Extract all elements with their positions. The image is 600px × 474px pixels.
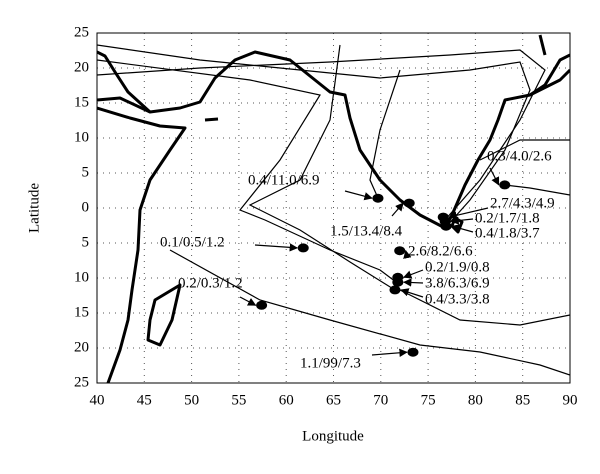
annotation: 0.3/4.0/2.6 <box>487 148 552 164</box>
x-tick-label: 85 <box>515 392 530 408</box>
annotation-arrow <box>490 168 499 185</box>
annotation: 3.8/6.3/6.9 <box>425 275 490 291</box>
annotation: 0.2/0.3/1.2 <box>178 275 243 291</box>
coastline <box>148 285 180 345</box>
annotation: 0.4/11.0/6.9 <box>248 172 320 188</box>
y-axis-label: Latitude <box>26 183 42 233</box>
trajectory-point <box>392 278 403 287</box>
y-tick-label: 10 <box>74 269 89 285</box>
trajectory <box>97 45 530 228</box>
annotation-arrow <box>392 203 403 216</box>
x-tick-label: 40 <box>90 392 105 408</box>
trajectory-point <box>441 222 452 231</box>
trajectory-point <box>389 285 400 294</box>
x-tick-label: 45 <box>137 392 152 408</box>
y-tick-label: 15 <box>74 94 89 110</box>
annotation: 0.4/3.3/3.8 <box>425 291 490 307</box>
x-tick-label: 55 <box>231 392 246 408</box>
annotation-arrow <box>404 270 423 277</box>
annotation: 1.5/13.4/8.4 <box>330 223 403 239</box>
trajectory-point <box>256 301 267 310</box>
trajectory-point <box>499 180 510 189</box>
trajectory <box>370 70 400 198</box>
annotation: 2.6/8.2/6.6 <box>408 243 473 259</box>
x-tick-label: 60 <box>279 392 294 408</box>
x-tick-label: 65 <box>326 392 341 408</box>
x-axis-label: Longitude <box>302 428 364 444</box>
trajectory-point <box>372 194 383 203</box>
y-tick-label: 10 <box>74 129 89 145</box>
annotation-arrow <box>345 191 372 198</box>
annotation: 0.1/0.5/1.2 <box>160 234 225 250</box>
annotation: 0.2/1.7/1.8 <box>475 210 540 226</box>
y-tick-label: 20 <box>74 339 89 355</box>
annotation: 0.4/1.8/3.7 <box>475 225 540 241</box>
trajectory-point <box>407 348 418 357</box>
y-tick-label: 5 <box>82 234 90 250</box>
coastline <box>205 119 218 120</box>
trajectory-point <box>298 243 309 252</box>
x-tick-label: 70 <box>373 392 388 408</box>
y-tick-label: 5 <box>82 164 90 180</box>
annotation-arrow <box>404 282 423 283</box>
x-tick-label: 80 <box>468 392 483 408</box>
y-tick-label: 25 <box>74 24 89 40</box>
y-tick-label: 25 <box>74 374 89 390</box>
x-tick-label: 75 <box>421 392 436 408</box>
x-tick-label: 90 <box>563 392 578 408</box>
y-tick-label: 0 <box>82 199 90 215</box>
annotation-arrow <box>240 297 256 305</box>
annotation-arrow <box>255 245 297 248</box>
annotation: 0.2/1.9/0.8 <box>425 259 490 275</box>
trajectory-point <box>394 246 405 255</box>
annotation: 1.1/99/7.3 <box>300 355 361 371</box>
annotation-arrow <box>372 352 407 355</box>
trajectory-point <box>404 199 415 208</box>
trajectory <box>97 50 545 220</box>
x-tick-label: 50 <box>184 392 199 408</box>
annotation: 2.7/4.3/4.9 <box>490 195 555 211</box>
y-tick-label: 20 <box>74 59 89 75</box>
y-tick-label: 15 <box>74 304 89 320</box>
